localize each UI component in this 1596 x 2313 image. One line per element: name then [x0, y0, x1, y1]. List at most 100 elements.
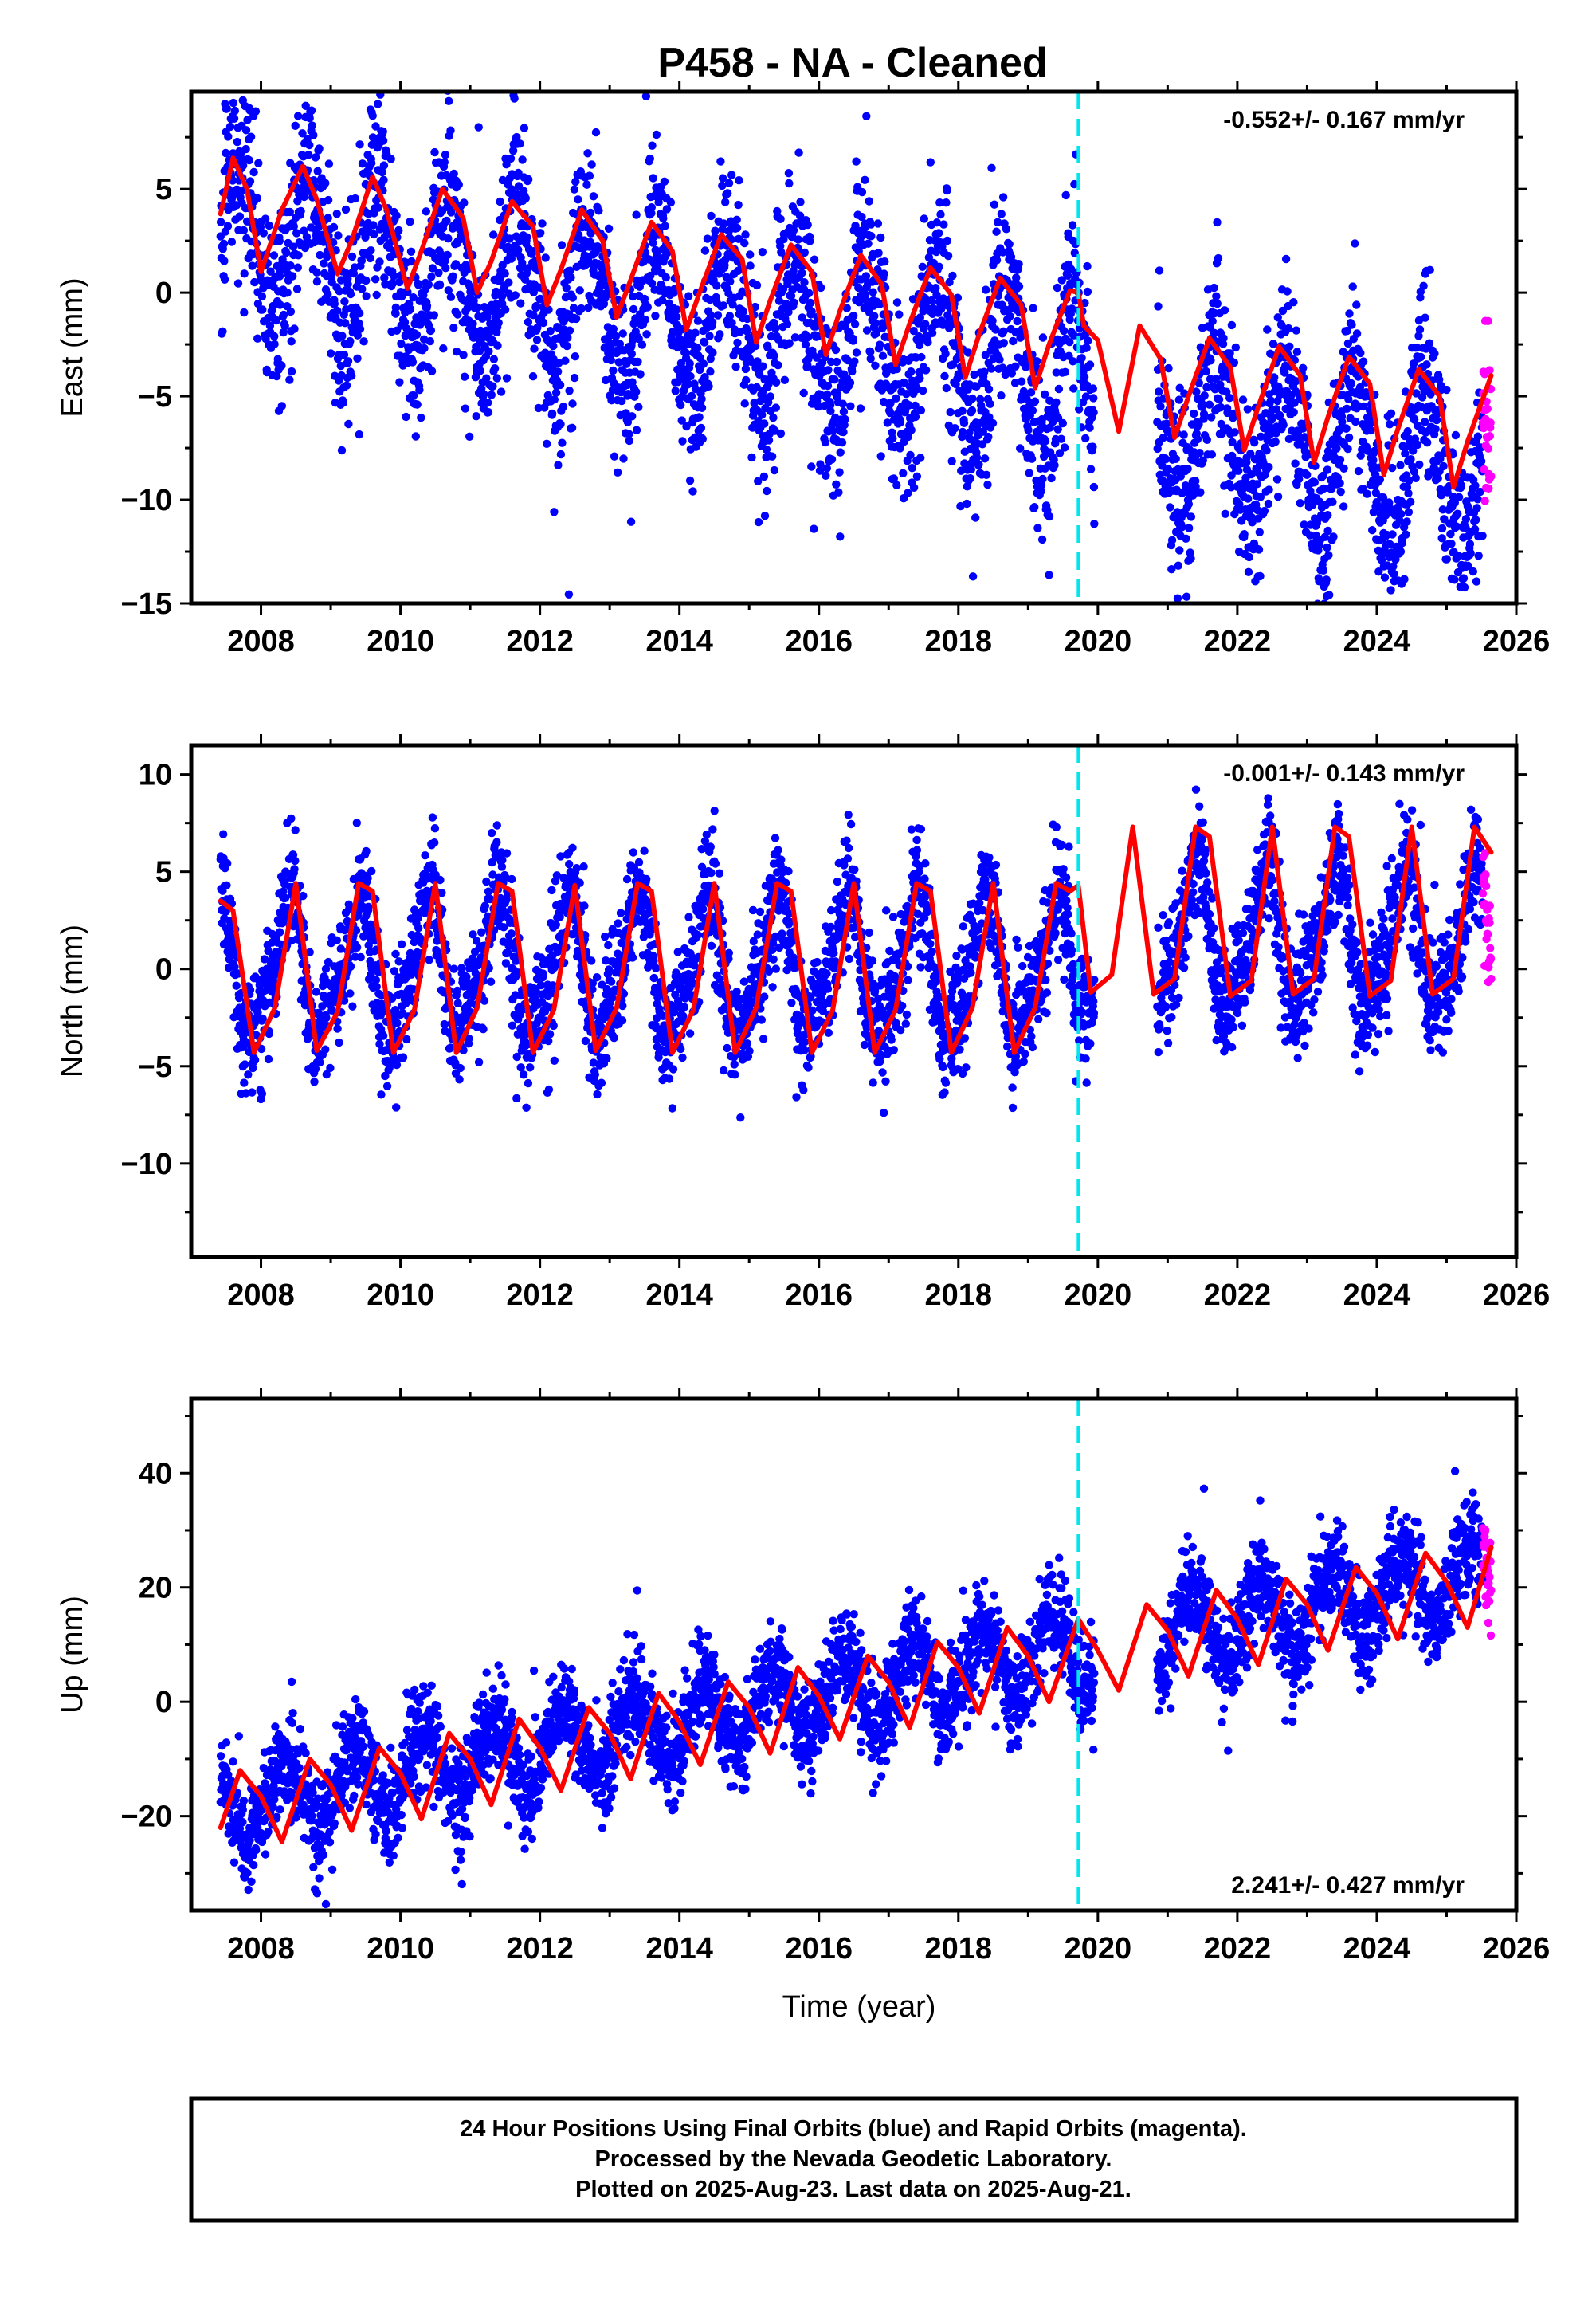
final-orbit-point [1214, 253, 1223, 263]
final-orbit-point [864, 239, 873, 248]
final-orbit-point [1089, 394, 1098, 403]
final-orbit-point [437, 889, 446, 897]
final-orbit-point [421, 851, 429, 860]
final-orbit-point [867, 232, 876, 241]
final-orbit-point [555, 380, 565, 390]
final-orbit-point [1272, 405, 1281, 414]
final-orbit-point [1171, 454, 1180, 463]
final-orbit-point [1037, 487, 1045, 496]
final-orbit-point [366, 253, 374, 263]
final-orbit-point [223, 222, 233, 230]
final-orbit-point [230, 106, 239, 116]
final-orbit-point [1299, 363, 1308, 372]
final-orbit-point [1325, 591, 1334, 599]
final-orbit-point [1285, 342, 1294, 351]
final-orbit-point [785, 179, 794, 188]
final-orbit-point [1457, 481, 1466, 490]
final-orbit-point [512, 132, 521, 142]
final-orbit-point [676, 400, 685, 410]
final-orbit-point [1347, 379, 1356, 388]
final-orbit-point [507, 254, 516, 263]
final-orbit-point [807, 307, 816, 316]
final-orbit-point [241, 1089, 250, 1098]
final-orbit-point [983, 480, 992, 489]
final-orbit-point [484, 408, 493, 417]
final-orbit-point [614, 468, 622, 477]
final-orbit-point [402, 412, 410, 422]
final-orbit-point [966, 474, 974, 483]
final-orbit-point [1388, 530, 1397, 539]
final-orbit-point [727, 171, 736, 179]
final-orbit-point [735, 328, 745, 336]
final-orbit-point [482, 877, 491, 886]
final-orbit-point [703, 234, 712, 243]
final-orbit-point [241, 144, 250, 154]
final-orbit-point [971, 513, 980, 522]
final-orbit-point [460, 198, 469, 207]
final-orbit-point [371, 122, 380, 131]
final-orbit-point [550, 395, 559, 404]
final-orbit-point [532, 336, 542, 344]
final-orbit-point [1210, 328, 1219, 337]
final-orbit-point [768, 452, 777, 461]
final-orbit-point [1156, 402, 1165, 411]
final-orbit-point [1417, 352, 1425, 362]
final-orbit-point [287, 367, 296, 376]
final-orbit-point [607, 396, 616, 405]
final-orbit-point [243, 116, 252, 124]
final-orbit-point [428, 813, 437, 822]
x-tick-label: 2012 [506, 625, 574, 658]
final-orbit-point [322, 1013, 331, 1023]
final-orbit-point [1273, 396, 1282, 406]
final-orbit-point [776, 214, 785, 223]
final-orbit-point [406, 304, 415, 313]
final-orbit-point [1068, 304, 1076, 313]
final-orbit-point [1478, 532, 1487, 540]
final-orbit-point [637, 340, 647, 349]
final-orbit-point [948, 271, 957, 281]
final-orbit-point [490, 364, 500, 373]
final-orbit-point [556, 450, 566, 459]
final-orbit-point [430, 824, 440, 833]
final-orbit-point [229, 98, 238, 108]
east-panel: 2008 2010 2012 2014 2016 2018 2020 2022 2024 2026… [56, 81, 1550, 658]
final-orbit-point [1401, 449, 1410, 458]
final-orbit-point [1277, 321, 1286, 330]
final-orbit-point [659, 214, 668, 223]
final-orbit-point [246, 132, 256, 141]
final-orbit-point [636, 370, 645, 379]
final-orbit-point [368, 112, 377, 120]
final-orbit-point [321, 1045, 330, 1054]
final-orbit-point [1377, 556, 1386, 564]
final-orbit-point [972, 454, 982, 462]
final-orbit-point [293, 112, 303, 120]
final-orbit-point [752, 281, 762, 290]
final-orbit-point [1052, 398, 1061, 406]
final-orbit-point [272, 316, 281, 325]
final-orbit-point [1163, 419, 1171, 428]
final-orbit-point [1271, 438, 1280, 446]
final-orbit-point [422, 207, 430, 216]
final-orbit-point [1342, 424, 1351, 433]
final-orbit-point [538, 219, 547, 228]
final-orbit-point [700, 338, 709, 347]
final-orbit-point [1253, 480, 1261, 489]
final-orbit-point [434, 269, 443, 277]
final-orbit-point [1262, 446, 1271, 455]
final-orbit-point [398, 1053, 408, 1062]
final-orbit-point [921, 366, 931, 375]
final-orbit-point [1292, 348, 1302, 356]
final-orbit-point [270, 332, 279, 341]
final-orbit-point [1368, 526, 1377, 535]
final-orbit-point [375, 257, 384, 266]
final-orbit-point [724, 289, 733, 298]
final-orbit-point [338, 332, 347, 340]
final-orbit-point [1369, 456, 1378, 465]
final-orbit-point [807, 462, 816, 471]
final-orbit-point [1212, 292, 1221, 300]
final-orbit-point [332, 936, 341, 945]
final-orbit-point [604, 224, 614, 233]
final-orbit-point [1082, 344, 1091, 352]
final-orbit-point [810, 255, 819, 264]
final-orbit-point [866, 220, 876, 229]
